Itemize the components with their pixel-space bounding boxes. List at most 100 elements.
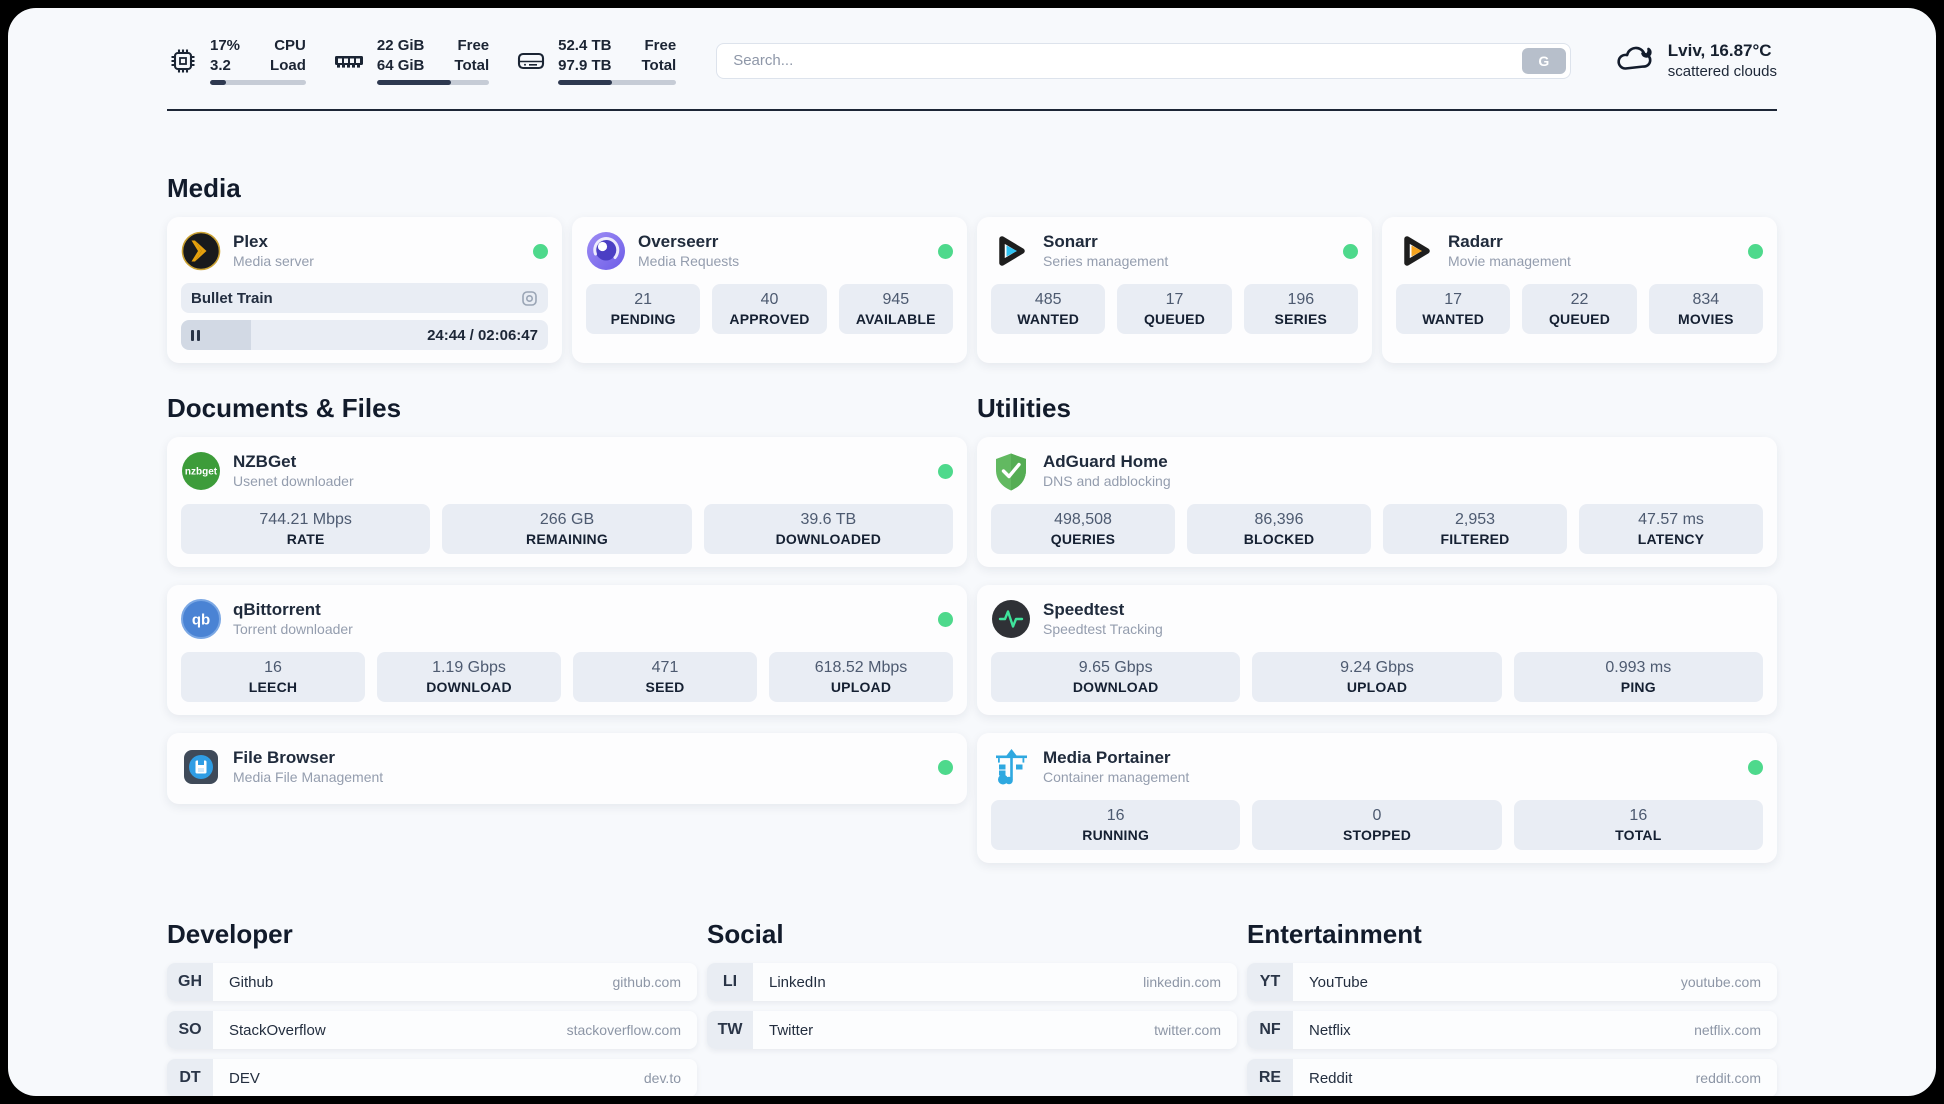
section-social: Social LI LinkedIn linkedin.com TW Twitt… — [707, 919, 1237, 1096]
sonarr-icon — [991, 231, 1031, 271]
nzbget-icon: nzbget — [181, 451, 221, 491]
speedtest-icon — [991, 599, 1031, 639]
app-desc: Usenet downloader — [233, 473, 354, 490]
section-developer: Developer GH Github github.com SO StackO… — [167, 919, 697, 1096]
stat-wanted: 17 WANTED — [1396, 284, 1511, 334]
stat-downloaded: 39.6 TB DOWNLOADED — [703, 504, 953, 554]
status-online-dot — [938, 759, 953, 775]
session-record-icon[interactable] — [521, 290, 538, 307]
link-linkedin[interactable]: LI LinkedIn linkedin.com — [707, 963, 1237, 1001]
link-netflix[interactable]: NF Netflix netflix.com — [1247, 1011, 1777, 1049]
stat-rate: 744.21 Mbps RATE — [181, 504, 431, 554]
stat-running: 16 RUNNING — [991, 800, 1241, 850]
stat-latency: 47.57 ms LATENCY — [1579, 504, 1763, 554]
developer-section-title: Developer — [167, 919, 293, 949]
playback-time: 24:44 / 02:06:47 — [427, 326, 538, 344]
dashboard-page: 17% 3.2 CPU Load — [8, 8, 1936, 1096]
playback-progress-row: 24:44 / 02:06:47 — [181, 320, 548, 350]
link-youtube[interactable]: YT YouTube youtube.com — [1247, 963, 1777, 1001]
weather-location: Lviv, 16.87°C — [1667, 40, 1772, 60]
status-online-dot — [938, 243, 953, 259]
link-github[interactable]: GH Github github.com — [167, 963, 697, 1001]
app-desc: Movie management — [1448, 253, 1571, 270]
cpu-progress-bar — [210, 80, 306, 85]
app-desc: Speedtest Tracking — [1043, 621, 1163, 638]
app-name: NZBGet — [233, 452, 297, 472]
app-card-overseerr[interactable]: Overseerr Media Requests 21 PENDING 40 A… — [572, 217, 967, 363]
reddit-icon: RE — [1247, 1059, 1293, 1096]
social-section-title: Social — [707, 919, 784, 949]
github-icon: GH — [167, 963, 213, 1001]
app-desc: Media Requests — [638, 253, 740, 270]
status-online-dot — [533, 243, 548, 259]
stat-remaining: 266 GB REMAINING — [442, 504, 692, 554]
link-stackoverflow[interactable]: SO StackOverflow stackoverflow.com — [167, 1011, 697, 1049]
stat-leech: 16 LEECH — [181, 652, 365, 702]
documents-section-title: Documents & Files — [167, 393, 402, 423]
section-utilities: Utilities AdGuard Home — [977, 393, 1777, 863]
stat-ping: 0.993 ms PING — [1513, 652, 1763, 702]
search-engine-button[interactable]: G — [1521, 47, 1566, 74]
app-card-qbittorrent[interactable]: qb qBittorrent Torrent downloader 16 LEE… — [167, 585, 967, 715]
app-desc: DNS and adblocking — [1043, 473, 1171, 490]
memory-label-2: Total — [454, 56, 490, 74]
stat-movies: 834 MOVIES — [1648, 284, 1763, 334]
memory-progress-bar — [376, 80, 490, 85]
cpu-stat: 17% 3.2 CPU Load — [167, 36, 306, 85]
stat-blocked: 86,396 BLOCKED — [1187, 504, 1371, 554]
section-documents: Documents & Files nzbget NZBGet Usenet d — [167, 393, 967, 863]
header-divider — [167, 109, 1777, 111]
stat-series: 196 SERIES — [1243, 284, 1358, 334]
filebrowser-icon — [181, 747, 221, 787]
plex-icon — [181, 231, 221, 271]
disk-icon — [515, 45, 547, 77]
twitter-icon: TW — [707, 1011, 753, 1049]
disk-label-1: Free — [644, 37, 677, 54]
app-desc: Media server — [233, 253, 314, 270]
cpu-icon — [167, 45, 199, 77]
app-card-sonarr[interactable]: Sonarr Series management 485 WANTED 17 Q… — [977, 217, 1372, 363]
adguard-icon — [991, 451, 1031, 491]
app-card-radarr[interactable]: Radarr Movie management 17 WANTED 22 QUE… — [1382, 217, 1777, 363]
app-name: Speedtest — [1043, 600, 1125, 620]
app-name: Plex — [233, 232, 268, 252]
now-playing-title: Bullet Train — [191, 289, 273, 307]
app-name: Sonarr — [1043, 232, 1098, 252]
cpu-value-1: 17% — [210, 37, 241, 54]
link-dev[interactable]: DT DEV dev.to — [167, 1059, 697, 1096]
disk-progress-bar — [558, 80, 677, 85]
app-card-portainer[interactable]: Media Portainer Container management 16 … — [977, 733, 1777, 863]
svg-text:nzbget: nzbget — [185, 467, 218, 478]
app-card-speedtest[interactable]: Speedtest Speedtest Tracking 9.65 Gbps D… — [977, 585, 1777, 715]
disk-value-2: 97.9 TB — [558, 56, 612, 74]
stat-filtered: 2,953 FILTERED — [1383, 504, 1567, 554]
stat-wanted: 485 WANTED — [991, 284, 1106, 334]
app-name: AdGuard Home — [1043, 452, 1168, 472]
app-desc: Series management — [1043, 253, 1169, 270]
app-card-filebrowser[interactable]: File Browser Media File Management — [167, 733, 967, 804]
memory-value-2: 64 GiB — [376, 56, 425, 74]
app-card-nzbget[interactable]: nzbget NZBGet Usenet downloader 744.21 M… — [167, 437, 967, 567]
cloud-icon — [1615, 41, 1655, 80]
linkedin-icon: LI — [707, 963, 753, 1001]
stat-download: 9.65 Gbps DOWNLOAD — [991, 652, 1241, 702]
app-name: Media Portainer — [1043, 748, 1171, 768]
memory-icon — [332, 45, 366, 77]
app-card-plex[interactable]: Plex Media server Bullet Train — [167, 217, 562, 363]
status-online-dot — [938, 611, 953, 627]
app-desc: Torrent downloader — [233, 621, 353, 638]
search-input[interactable] — [716, 42, 1571, 79]
youtube-icon: YT — [1247, 963, 1293, 1001]
stat-queries: 498,508 QUERIES — [991, 504, 1175, 554]
pause-icon[interactable] — [191, 329, 200, 341]
svg-text:qb: qb — [192, 612, 210, 629]
portainer-icon — [991, 747, 1031, 787]
cpu-value-2: 3.2 — [210, 56, 231, 74]
disk-value-1: 52.4 TB — [558, 37, 612, 54]
link-twitter[interactable]: TW Twitter twitter.com — [707, 1011, 1237, 1049]
app-card-adguard[interactable]: AdGuard Home DNS and adblocking 498,508 … — [977, 437, 1777, 567]
link-reddit[interactable]: RE Reddit reddit.com — [1247, 1059, 1777, 1096]
stat-stopped: 0 STOPPED — [1252, 800, 1502, 850]
app-name: Radarr — [1448, 232, 1503, 252]
utilities-section-title: Utilities — [977, 393, 1071, 423]
